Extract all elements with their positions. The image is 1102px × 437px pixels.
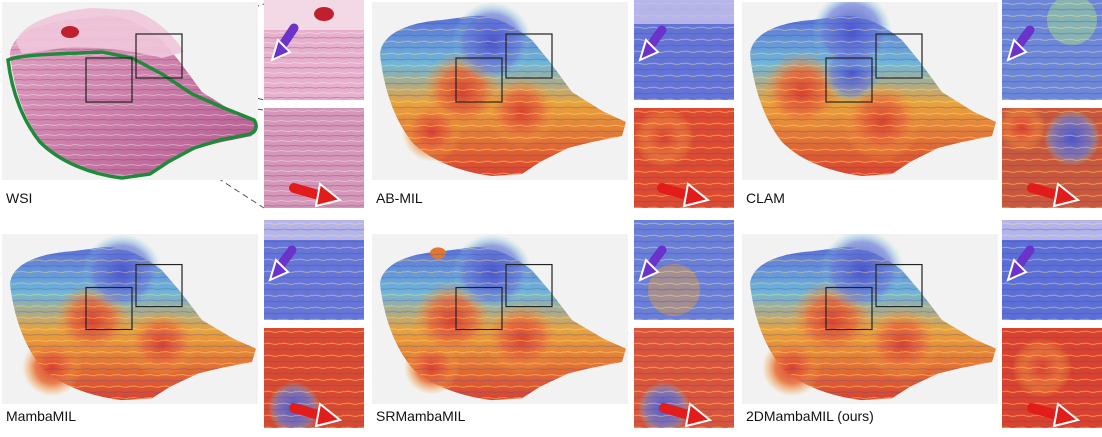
panel-2dmambamil: 2DMambaMIL (ours) [740,220,1000,435]
panel-label-srmambamil: SRMambaMIL [376,408,466,424]
panel-mambamil: MambaMIL [0,220,260,435]
panel-label-abmil: AB-MIL [376,190,423,206]
2dmambamil-heatmap [742,234,998,404]
abmil-crop-top [634,0,734,100]
2dmambamil-crop-top [1002,220,1102,320]
mambamil-heatmap [2,234,258,404]
abmil-crop-bottom [634,108,734,208]
panel-label-wsi: WSI [6,190,33,206]
panel-label-clam: CLAM [746,190,785,206]
panel-clam: CLAM [740,0,1000,215]
mambamil-crop-top [264,220,364,320]
clam-heatmap [742,2,998,180]
wsi-crop-top [264,0,364,100]
panel-label-mambamil: MambaMIL [6,408,77,424]
panel-wsi: WSI [0,0,260,215]
abmil-heatmap [372,2,628,180]
clam-crop-bottom [1002,108,1102,208]
mambamil-crop-bottom [264,328,364,428]
srmambamil-crop-bottom [634,328,734,428]
panel-abmil: AB-MIL [370,0,630,215]
wsi-crop-bottom [264,108,364,208]
clam-crop-top [1002,0,1102,100]
panel-label-2dmambamil: 2DMambaMIL (ours) [746,408,874,424]
srmambamil-heatmap [372,234,628,404]
2dmambamil-crop-bottom [1002,328,1102,428]
panel-srmambamil: SRMambaMIL [370,220,630,435]
wsi-thumbnail [2,2,258,180]
srmambamil-crop-top [634,220,734,320]
